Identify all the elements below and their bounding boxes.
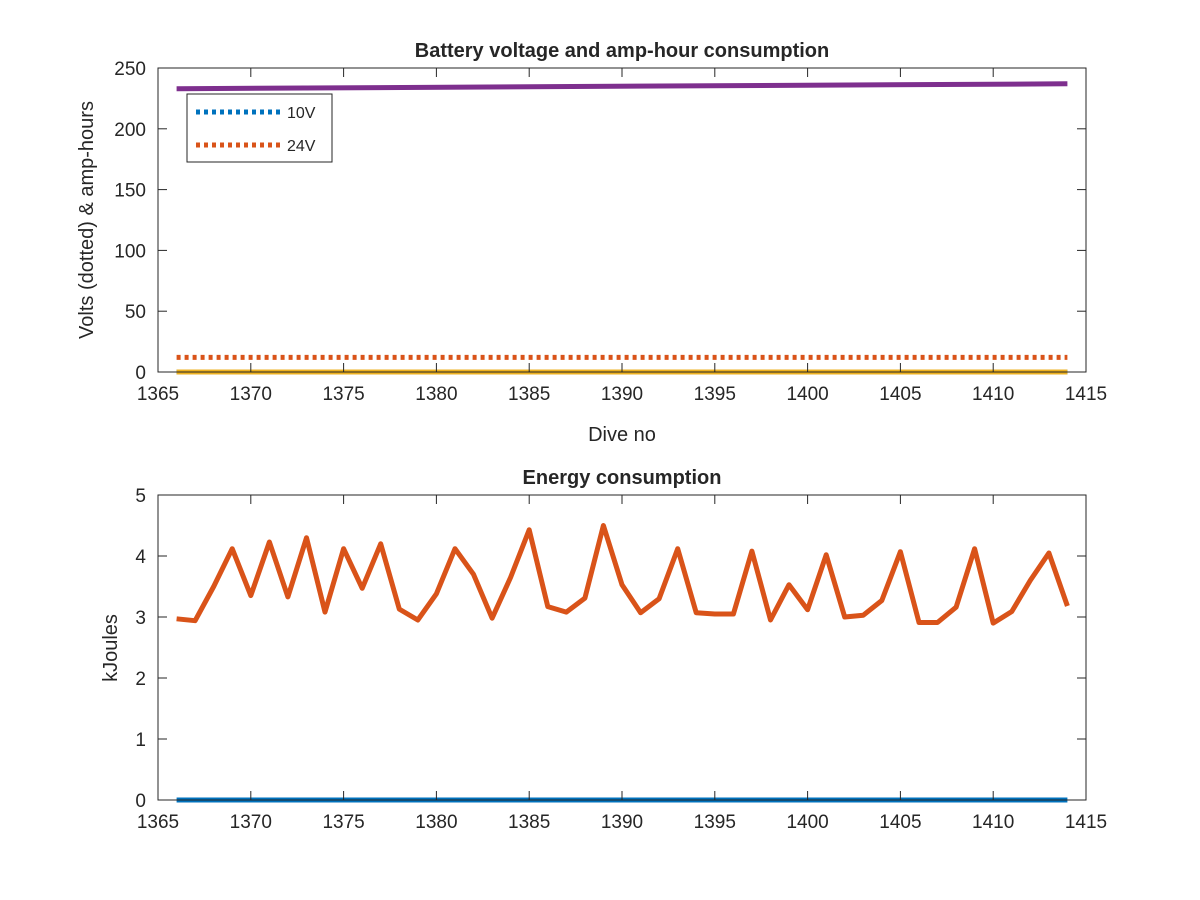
legend-24v-label: 24V	[287, 138, 316, 155]
legend-box	[186, 93, 333, 163]
battery-x-tick-label: 1400	[786, 384, 828, 405]
battery-y-tick-label: 0	[135, 363, 146, 384]
energy-axes-box	[157, 494, 1087, 801]
battery-y-tick-label: 100	[114, 241, 146, 262]
battery-x-tick-label: 1410	[972, 384, 1014, 405]
battery-y-tick-label: 200	[114, 120, 146, 141]
battery-x-tick-label: 1365	[137, 384, 179, 405]
battery-x-tick-label: 1375	[322, 384, 364, 405]
energy-y-tick-label: 1	[135, 730, 146, 751]
energy-x-tick-label: 1395	[694, 812, 736, 833]
energy-x-tick-label: 1385	[508, 812, 550, 833]
energy-x-tick-label: 1380	[415, 812, 457, 833]
battery-x-tick-label: 1370	[230, 384, 272, 405]
energy-y-tick-label: 5	[135, 486, 146, 507]
battery-y-tick-label: 50	[125, 302, 146, 323]
battery-legend: 10V 24V	[186, 93, 333, 163]
battery-x-tick-label: 1405	[879, 384, 921, 405]
battery-x-tick-label: 1395	[694, 384, 736, 405]
energy-y-tick-label: 0	[135, 791, 146, 812]
energy-y-tick-label: 4	[135, 547, 146, 568]
battery-y-axis-label: Volts (dotted) & amp-hours	[76, 101, 98, 339]
energy-x-tick-label: 1415	[1065, 812, 1107, 833]
battery-chart-title: Battery voltage and amp-hour consumption	[415, 40, 829, 62]
battery-subplot: 1365 1370 1375 1380 1385 1390 1395 1400 1405 1410…	[76, 40, 1107, 446]
energy-x-tick-label: 1400	[786, 812, 828, 833]
energy-x-tick-label: 1365	[137, 812, 179, 833]
energy-series-layer	[176, 523, 1070, 803]
energy-x-tick-label: 1370	[230, 812, 272, 833]
energy-x-tick-label: 1375	[322, 812, 364, 833]
battery-tick-layer: 1365 1370 1375 1380 1385 1390 1395 1400 1405 1410…	[114, 59, 1107, 405]
battery-x-tick-label: 1385	[508, 384, 550, 405]
energy-tick-layer: 1365 1370 1375 1380 1385 1390 1395 1400 1405 1410…	[135, 486, 1107, 833]
energy-x-tick-label: 1410	[972, 812, 1014, 833]
battery-x-axis-label: Dive no	[588, 424, 656, 446]
battery-x-tick-label: 1415	[1065, 384, 1107, 405]
battery-x-tick-label: 1380	[415, 384, 457, 405]
energy-y-axis-label: kJoules	[100, 614, 122, 682]
energy-x-tick-label: 1390	[601, 812, 643, 833]
battery-series-line-3	[176, 81, 1068, 92]
energy-series-line-1	[176, 523, 1070, 626]
energy-chart-title: Energy consumption	[523, 467, 722, 489]
battery-x-tick-label: 1390	[601, 384, 643, 405]
battery-y-tick-label: 250	[114, 59, 146, 80]
energy-subplot: 1365 1370 1375 1380 1385 1390 1395 1400 1405 1410…	[100, 467, 1107, 833]
energy-y-tick-label: 3	[135, 608, 146, 629]
battery-y-tick-label: 150	[114, 181, 146, 202]
legend-10v-label: 10V	[287, 105, 316, 122]
energy-x-tick-label: 1405	[879, 812, 921, 833]
energy-y-tick-label: 2	[135, 669, 146, 690]
